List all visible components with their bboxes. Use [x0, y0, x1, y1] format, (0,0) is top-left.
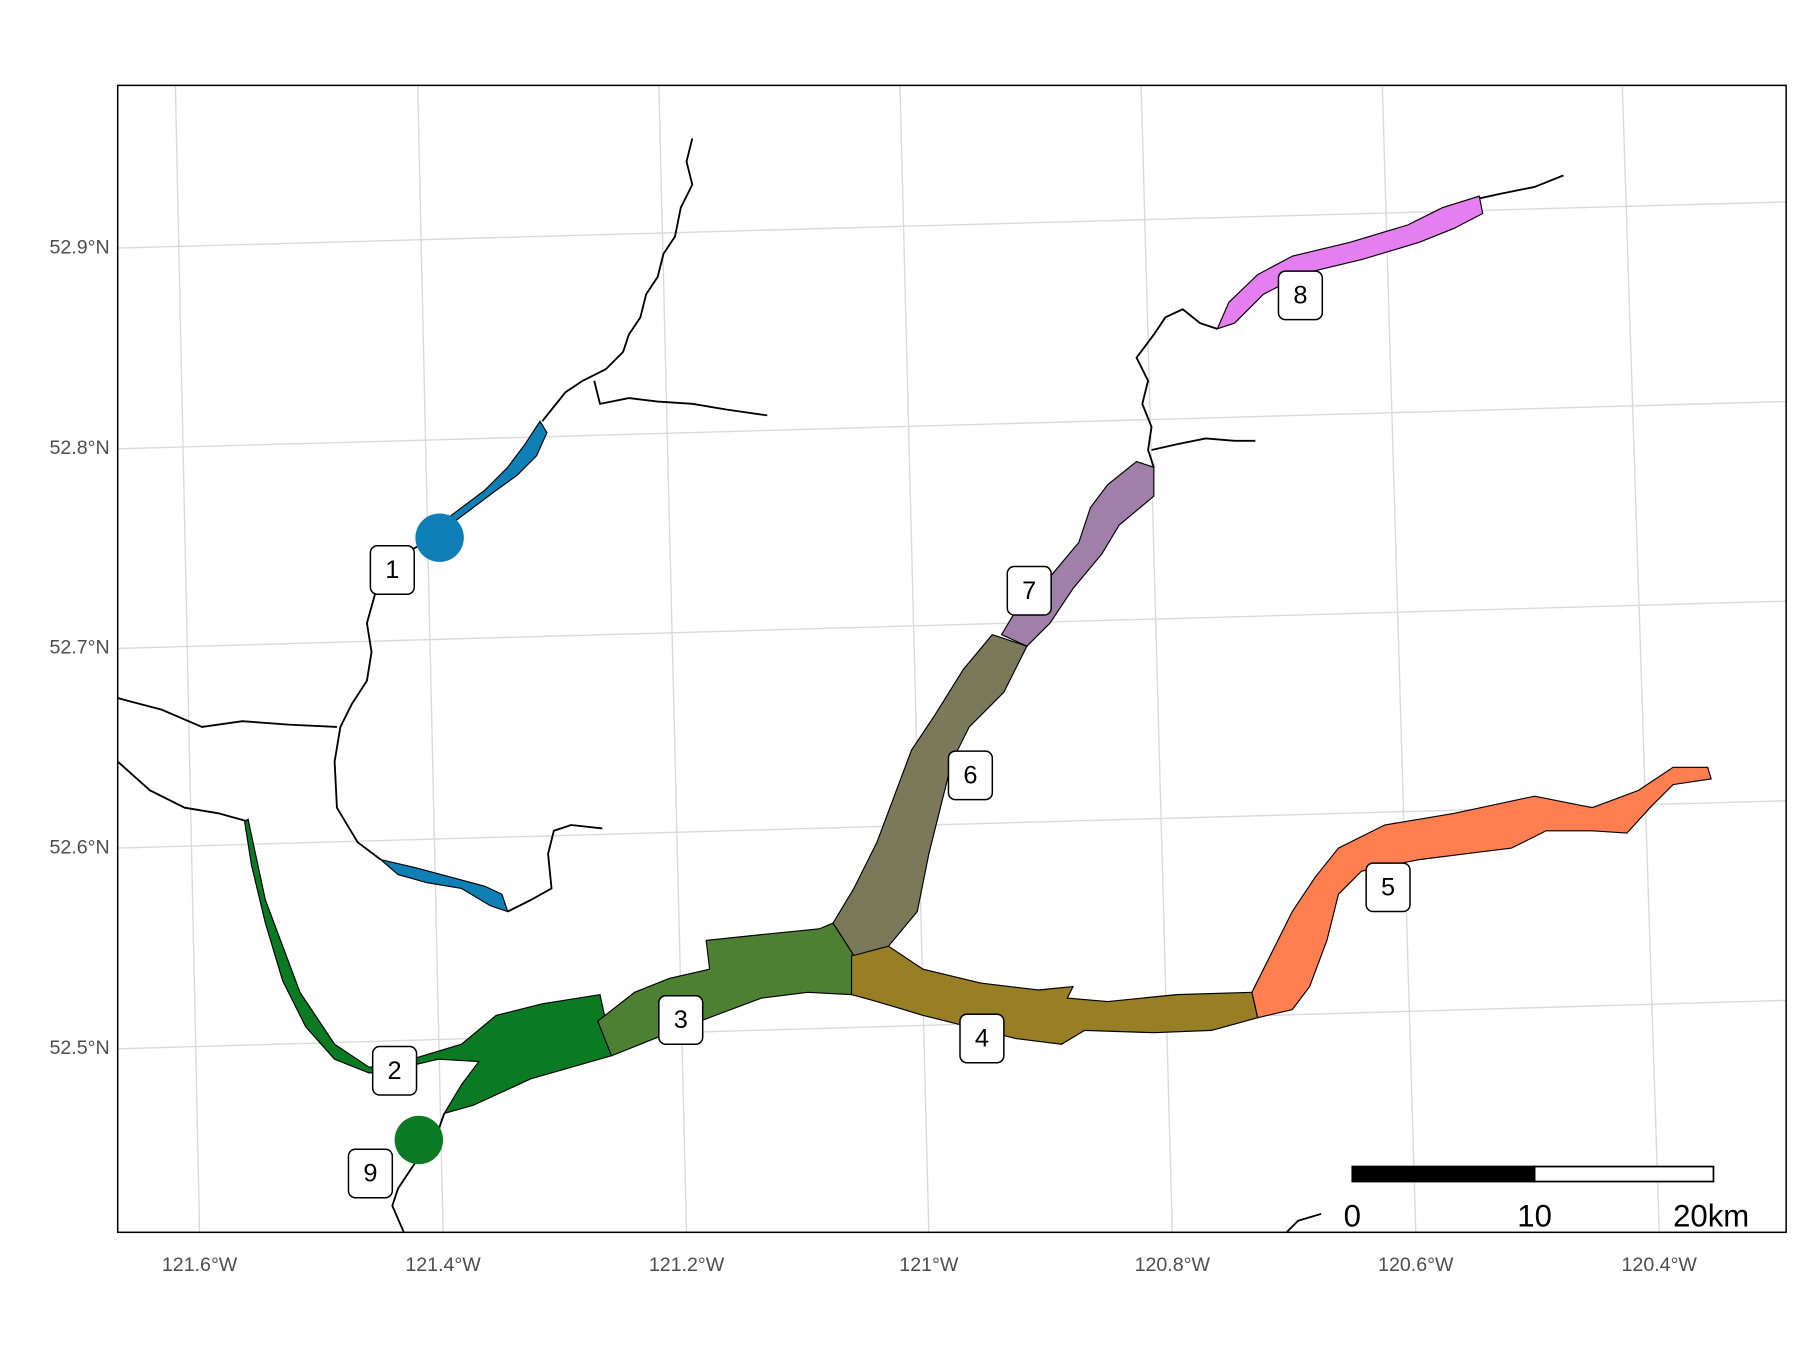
river	[117, 760, 249, 823]
lake	[380, 859, 509, 913]
grid-line	[899, 85, 930, 1233]
lat-label: 52.9°N	[49, 236, 109, 258]
river	[117, 697, 337, 728]
scale-segment	[1351, 1165, 1536, 1183]
region-label: 7	[1022, 577, 1036, 605]
lon-label: 120.8°W	[1135, 1254, 1211, 1276]
region-2	[243, 818, 613, 1115]
point-marker	[394, 1115, 444, 1165]
grid-line	[117, 400, 1787, 450]
grid-line	[417, 85, 444, 1233]
region-label: 6	[963, 761, 977, 789]
rivers	[117, 138, 1564, 1233]
region-label: 3	[674, 1006, 688, 1034]
lat-label: 52.8°N	[49, 437, 109, 459]
label-box	[947, 750, 994, 801]
label-box	[347, 1148, 394, 1199]
lat-labels: 52.9°N 52.8°N 52.7°N 52.6°N 52.5°N	[49, 236, 109, 1059]
region-5	[1251, 766, 1712, 1019]
region-labels: 1 2 3 4 5 6 7 8 9	[347, 270, 1411, 1199]
grid-line	[1621, 85, 1660, 1233]
lat-label: 52.7°N	[49, 637, 109, 659]
river	[541, 138, 694, 422]
label-box	[658, 995, 704, 1045]
label-box	[959, 1013, 1005, 1064]
lat-label: 52.5°N	[49, 1037, 109, 1059]
lon-label: 121.4°W	[405, 1254, 481, 1276]
grid-line	[117, 201, 1787, 249]
grid-line	[1381, 85, 1417, 1233]
region-label: 2	[388, 1057, 402, 1085]
region-4	[850, 945, 1259, 1045]
region-7	[1000, 460, 1155, 647]
region-label: 5	[1381, 873, 1395, 901]
scale-label: 20km	[1673, 1199, 1749, 1234]
grid-line	[117, 999, 1787, 1050]
graticule	[117, 85, 1787, 1233]
river	[507, 824, 603, 913]
region-label: 1	[385, 556, 399, 584]
lon-labels: 121.6°W 121.4°W 121.2°W 121°W 120.8°W 12…	[162, 1254, 1698, 1276]
point-marker	[415, 513, 464, 562]
grid-line	[174, 85, 201, 1233]
region-label: 8	[1293, 281, 1307, 309]
lon-label: 121°W	[899, 1254, 959, 1276]
lon-label: 120.6°W	[1378, 1254, 1454, 1276]
label-box	[1277, 270, 1324, 321]
scale-segment	[1533, 1165, 1715, 1183]
region-3	[596, 922, 855, 1057]
river	[1285, 1212, 1322, 1233]
river	[1151, 437, 1256, 451]
river	[593, 380, 768, 417]
river	[1479, 174, 1564, 200]
lon-label: 121.2°W	[649, 1254, 725, 1276]
lon-label: 120.4°W	[1622, 1254, 1698, 1276]
grid-line	[1140, 85, 1173, 1233]
region-6	[832, 633, 1028, 957]
lat-label: 52.6°N	[49, 836, 109, 858]
grid-line	[117, 600, 1787, 650]
lon-label: 121.6°W	[162, 1254, 238, 1276]
river	[1135, 308, 1218, 468]
scale-label: 10	[1517, 1199, 1552, 1234]
scale-bar: 0 10 20km	[1344, 1165, 1749, 1234]
panel-border	[116, 84, 1787, 1234]
region-label: 4	[975, 1024, 989, 1052]
label-box	[369, 545, 415, 595]
region-label: 9	[363, 1159, 377, 1187]
scale-label: 0	[1344, 1199, 1361, 1234]
label-box	[1006, 565, 1052, 616]
label-box	[371, 1045, 418, 1096]
label-box	[1365, 862, 1411, 913]
